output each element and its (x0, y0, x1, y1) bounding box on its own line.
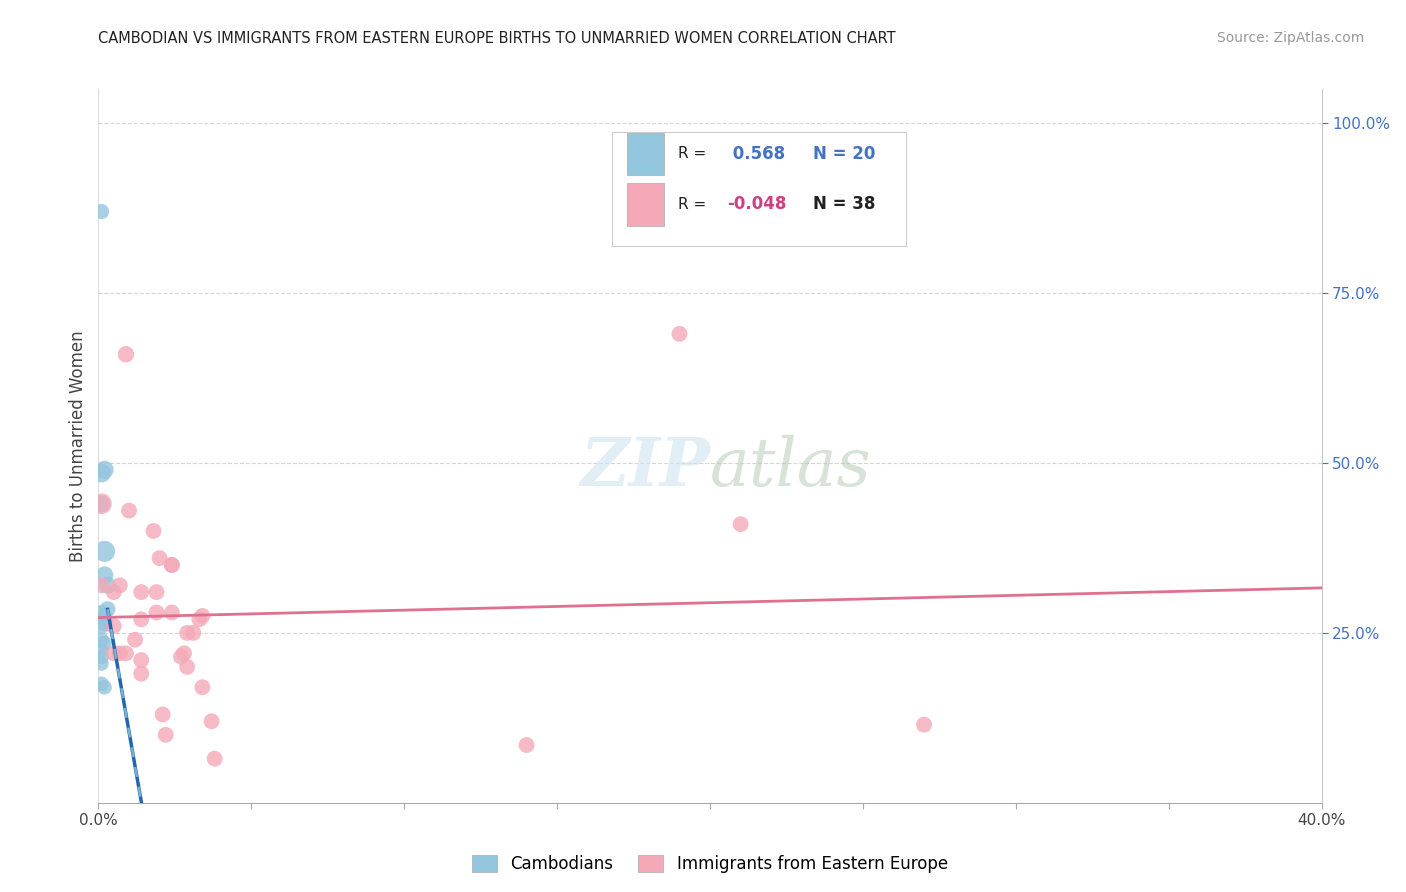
Point (90, 497, 112, 511)
Point (912, 717, 935, 731)
Point (97, 602, 120, 616)
Point (145, 585, 167, 599)
Point (191, 680, 214, 694)
Text: CAMBODIAN VS IMMIGRANTS FROM EASTERN EUROPE BIRTHS TO UNMARRIED WOMEN CORRELATIO: CAMBODIAN VS IMMIGRANTS FROM EASTERN EUR… (98, 31, 896, 46)
Point (142, 524, 165, 538)
Point (115, 347, 138, 361)
Point (90, 657, 112, 671)
Point (668, 326, 690, 341)
Point (118, 503, 141, 517)
Text: -0.048: -0.048 (727, 195, 786, 213)
Point (97, 578, 120, 592)
Point (160, 558, 183, 572)
Point (103, 646, 125, 660)
Point (176, 626, 198, 640)
Point (93, 612, 115, 626)
Point (160, 606, 183, 620)
Point (115, 646, 138, 660)
Point (93, 680, 115, 694)
Point (93, 463, 115, 477)
Point (93, 608, 115, 623)
Point (90, 677, 112, 691)
Point (129, 666, 152, 681)
Point (204, 751, 226, 765)
Bar (627, 133, 664, 176)
Point (145, 606, 167, 620)
Text: 0.568: 0.568 (727, 145, 786, 163)
Point (191, 608, 214, 623)
Y-axis label: Births to Unmarried Women: Births to Unmarried Women (69, 330, 87, 562)
Point (516, 738, 538, 752)
Point (90, 619, 112, 633)
Point (152, 707, 174, 722)
Point (90, 649, 112, 664)
Point (103, 585, 125, 599)
Text: Source: ZipAtlas.com: Source: ZipAtlas.com (1216, 31, 1364, 45)
Point (155, 728, 177, 742)
Point (173, 646, 195, 660)
Point (200, 714, 222, 729)
Point (730, 517, 752, 532)
Point (170, 649, 193, 664)
Point (90, 578, 112, 592)
Point (90, 632, 112, 647)
Point (108, 578, 131, 592)
Text: R =: R = (678, 197, 711, 211)
Point (90, 606, 112, 620)
Point (188, 612, 211, 626)
Point (90, 497, 112, 511)
Point (176, 660, 198, 674)
Point (93, 568, 115, 582)
Point (90, 204, 112, 219)
Text: ZIP: ZIP (581, 435, 710, 500)
Point (160, 558, 183, 572)
Point (129, 612, 152, 626)
Text: atlas: atlas (710, 434, 872, 500)
Point (149, 551, 172, 566)
Text: N = 20: N = 20 (813, 145, 875, 163)
Point (93, 544, 115, 558)
Point (90, 466, 112, 480)
Legend: Cambodians, Immigrants from Eastern Europe: Cambodians, Immigrants from Eastern Euro… (465, 848, 955, 880)
Point (90, 643, 112, 657)
Point (103, 619, 125, 633)
Point (124, 632, 146, 647)
Text: R =: R = (678, 146, 711, 161)
Point (129, 653, 152, 667)
Point (108, 646, 131, 660)
Point (93, 636, 115, 650)
Bar (627, 183, 664, 226)
Point (93, 615, 115, 630)
Point (181, 626, 204, 640)
FancyBboxPatch shape (612, 132, 905, 246)
Text: N = 38: N = 38 (813, 195, 875, 213)
Point (129, 585, 152, 599)
